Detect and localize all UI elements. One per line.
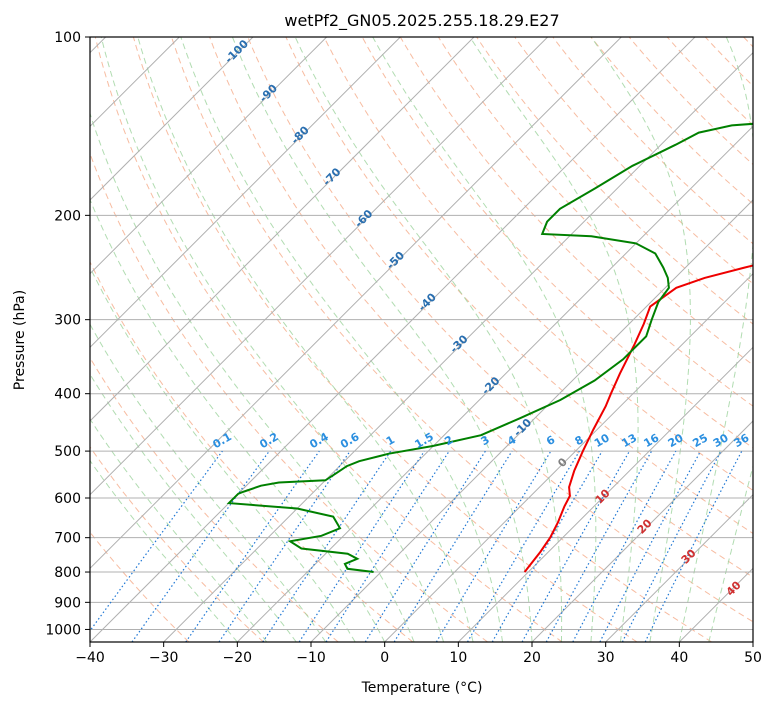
- y-tick-label: 1000: [45, 622, 81, 638]
- mixing-ratio-line: [466, 450, 580, 642]
- dewpoint-profile-line: [226, 122, 753, 573]
- isotherm-line: [90, 37, 549, 496]
- y-tick-label: 400: [54, 387, 81, 403]
- isotherm-line: [90, 37, 622, 570]
- x-tick-label: 50: [744, 650, 762, 666]
- moist-adiabat-line: [90, 323, 327, 642]
- moist-adiabat-line: [90, 373, 297, 642]
- moist-adiabat-line: [90, 266, 356, 642]
- temperature-profile-line: [523, 264, 753, 573]
- isotherm-line: [90, 37, 401, 349]
- moist-adiabat-line: [180, 37, 503, 642]
- moist-adiabat-line: [90, 418, 268, 642]
- isotherm-line: [457, 346, 753, 642]
- dry-adiabat-line: [514, 37, 753, 285]
- profile-lines: [226, 122, 753, 573]
- dry-adiabat-line: [132, 37, 638, 642]
- isotherm-line: [90, 37, 696, 642]
- x-tick-label: 30: [597, 650, 615, 666]
- y-axis-label: Pressure (hPa): [12, 290, 28, 390]
- mixing-ratio-line: [393, 450, 513, 642]
- isotherm-line: [605, 493, 753, 642]
- x-tick-label: 0: [380, 650, 389, 666]
- mixing-ratio-line: [572, 450, 677, 642]
- mixing-ratio-line: [185, 450, 320, 642]
- moist-adiabat-line: [137, 37, 474, 642]
- y-tick-label: 500: [54, 444, 81, 460]
- mixing-ratio-line: [545, 450, 653, 642]
- dry-adiabat-line: [90, 446, 264, 642]
- moist-adiabat-line: [678, 37, 753, 642]
- x-tick-label: 20: [523, 650, 541, 666]
- isotherm-line: [531, 420, 753, 642]
- y-tick-label: 600: [54, 491, 81, 507]
- x-tick-label: −10: [296, 650, 326, 666]
- moist-adiabat-line: [294, 37, 563, 642]
- mixing-ratio-line: [131, 450, 270, 642]
- mixing-ratio-line: [521, 450, 631, 642]
- moist-adiabat-line: [100, 37, 445, 642]
- isotherm-line: [310, 199, 753, 642]
- axes: −40 −30 −20 −10 0 10 20 30 40 50 100 200 300 400 500 60…: [45, 30, 762, 666]
- y-tick-label: 300: [54, 313, 81, 329]
- isotherm-line: [236, 125, 753, 642]
- isotherm-line: [163, 51, 753, 642]
- x-tick-label: 10: [449, 650, 467, 666]
- mixing-ratio-line: [90, 450, 223, 632]
- dry-adiabat-line: [90, 260, 414, 642]
- dry-adiabat-line: [628, 37, 753, 166]
- y-tick-label: 700: [54, 531, 81, 547]
- isotherm-line: [90, 37, 475, 422]
- moist-adiabat-line: [372, 37, 597, 642]
- dry-adiabat-line: [399, 37, 753, 407]
- mixing-ratio-line: [491, 450, 603, 642]
- x-tick-label: −20: [223, 650, 253, 666]
- x-tick-label: 40: [670, 650, 688, 666]
- y-tick-label: 100: [54, 30, 81, 46]
- x-axis-label: Temperature (°C): [361, 680, 483, 696]
- mixing-ratio-line: [218, 450, 351, 642]
- moist-adiabat-line: [90, 111, 415, 642]
- isotherm-line: [90, 37, 328, 275]
- x-tick-label: −40: [75, 650, 105, 666]
- moist-adiabat-line: [469, 37, 639, 642]
- y-tick-label: 200: [54, 208, 81, 224]
- y-tick-label: 800: [54, 565, 81, 581]
- background-lines: [90, 37, 753, 642]
- plot-frame: [89, 36, 754, 643]
- dry-adiabat-line: [247, 37, 753, 578]
- mixing-ratio-line: [325, 450, 450, 642]
- mixing-ratio-line: [364, 450, 486, 642]
- y-tick-label: 900: [54, 595, 81, 611]
- chart-title: wetPf2_GN05.2025.255.18.29.E27: [284, 11, 559, 31]
- dry-adiabat-line: [94, 37, 563, 642]
- moist-adiabat-line: [708, 464, 753, 642]
- dry-adiabat-line: [476, 37, 753, 325]
- mixing-ratio-line: [435, 450, 552, 642]
- dry-adiabat-line: [209, 37, 753, 623]
- isotherm-line: [384, 272, 753, 642]
- moist-adiabat-line: [231, 37, 533, 642]
- moist-adiabat-line: [90, 198, 386, 642]
- dry-adiabat-line: [323, 37, 753, 491]
- isotherm-line: [90, 37, 254, 201]
- x-tick-label: −30: [149, 650, 179, 666]
- moist-adiabat-line: [90, 459, 238, 642]
- moist-adiabat-line: [590, 37, 691, 642]
